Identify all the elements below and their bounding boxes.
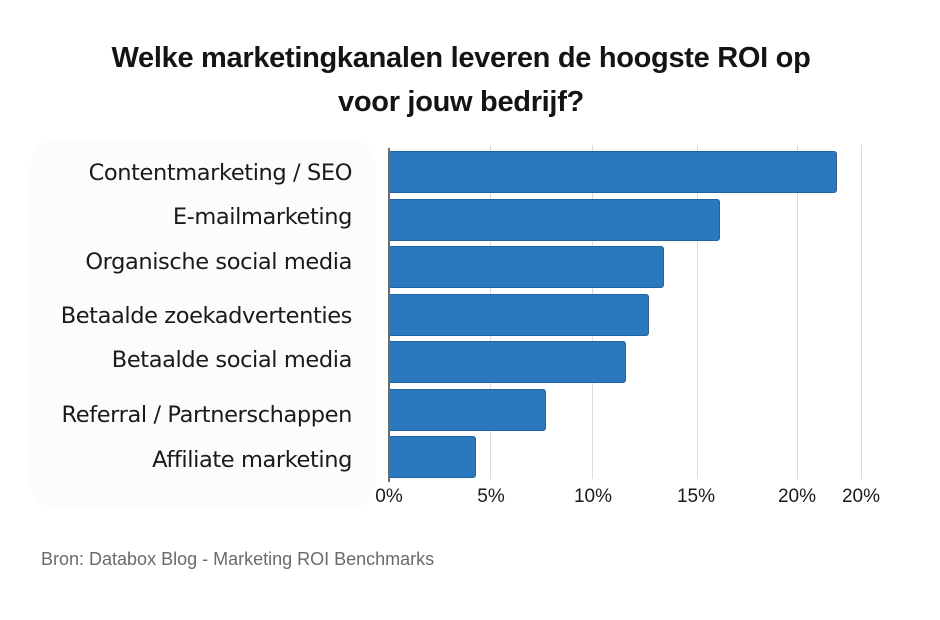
chart-title-line-2: voor jouw bedrijf? bbox=[338, 86, 584, 118]
bar-referral-partnerschappen bbox=[389, 389, 546, 431]
y-axis-line bbox=[388, 148, 390, 482]
category-label: Referral / Partnerschappen bbox=[61, 402, 353, 428]
gridline-end bbox=[861, 145, 862, 479]
category-label: Organische social media bbox=[85, 249, 352, 275]
gridline-15 bbox=[697, 145, 698, 479]
category-label: Betaalde social media bbox=[111, 347, 353, 373]
bar-betaalde-social-media bbox=[389, 341, 626, 383]
x-tick-label: 15% bbox=[676, 486, 716, 507]
bar-betaalde-zoekadvertenties bbox=[389, 294, 649, 336]
bar-emailmarketing bbox=[389, 199, 720, 241]
x-tick-label: 10% bbox=[573, 486, 613, 507]
bar-affiliate-marketing bbox=[389, 436, 476, 478]
category-labels-panel bbox=[30, 138, 376, 510]
source-caption: Bron: Databox Blog - Marketing ROI Bench… bbox=[41, 549, 435, 569]
category-label: Affiliate marketing bbox=[152, 447, 352, 473]
category-label: Betaalde zoekadvertenties bbox=[60, 303, 353, 329]
chart-title: Welke marketingkanalen leveren de hoogst… bbox=[0, 36, 922, 124]
x-tick-label: 5% bbox=[477, 486, 505, 507]
chart-title-line-1: Welke marketingkanalen leveren de hoogst… bbox=[111, 42, 811, 74]
x-tick-label: 20% bbox=[841, 486, 881, 507]
category-label: E-mailmarketing bbox=[172, 204, 353, 230]
x-tick-label: 0% bbox=[375, 486, 403, 507]
category-label: Contentmarketing / SEO bbox=[88, 160, 353, 186]
bar-contentmarketing-seo bbox=[389, 151, 837, 193]
bar-organische-social-media bbox=[389, 246, 664, 288]
x-tick-label: 20% bbox=[777, 486, 817, 507]
gridline-20 bbox=[797, 145, 798, 479]
